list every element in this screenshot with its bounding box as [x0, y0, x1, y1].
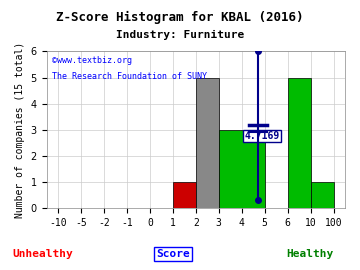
Bar [288, 77, 311, 208]
Text: 4.7169: 4.7169 [244, 131, 280, 141]
Text: Healthy: Healthy [286, 249, 333, 259]
Text: Unhealthy: Unhealthy [13, 249, 73, 259]
Bar [173, 182, 196, 208]
Bar [311, 182, 333, 208]
Text: Score: Score [156, 249, 190, 259]
Text: Industry: Furniture: Industry: Furniture [116, 30, 244, 40]
Y-axis label: Number of companies (15 total): Number of companies (15 total) [15, 42, 25, 218]
Bar [219, 130, 265, 208]
Text: Z-Score Histogram for KBAL (2016): Z-Score Histogram for KBAL (2016) [56, 11, 304, 24]
Text: ©www.textbiz.org: ©www.textbiz.org [53, 56, 132, 65]
Text: The Research Foundation of SUNY: The Research Foundation of SUNY [53, 72, 207, 81]
Bar [196, 77, 219, 208]
